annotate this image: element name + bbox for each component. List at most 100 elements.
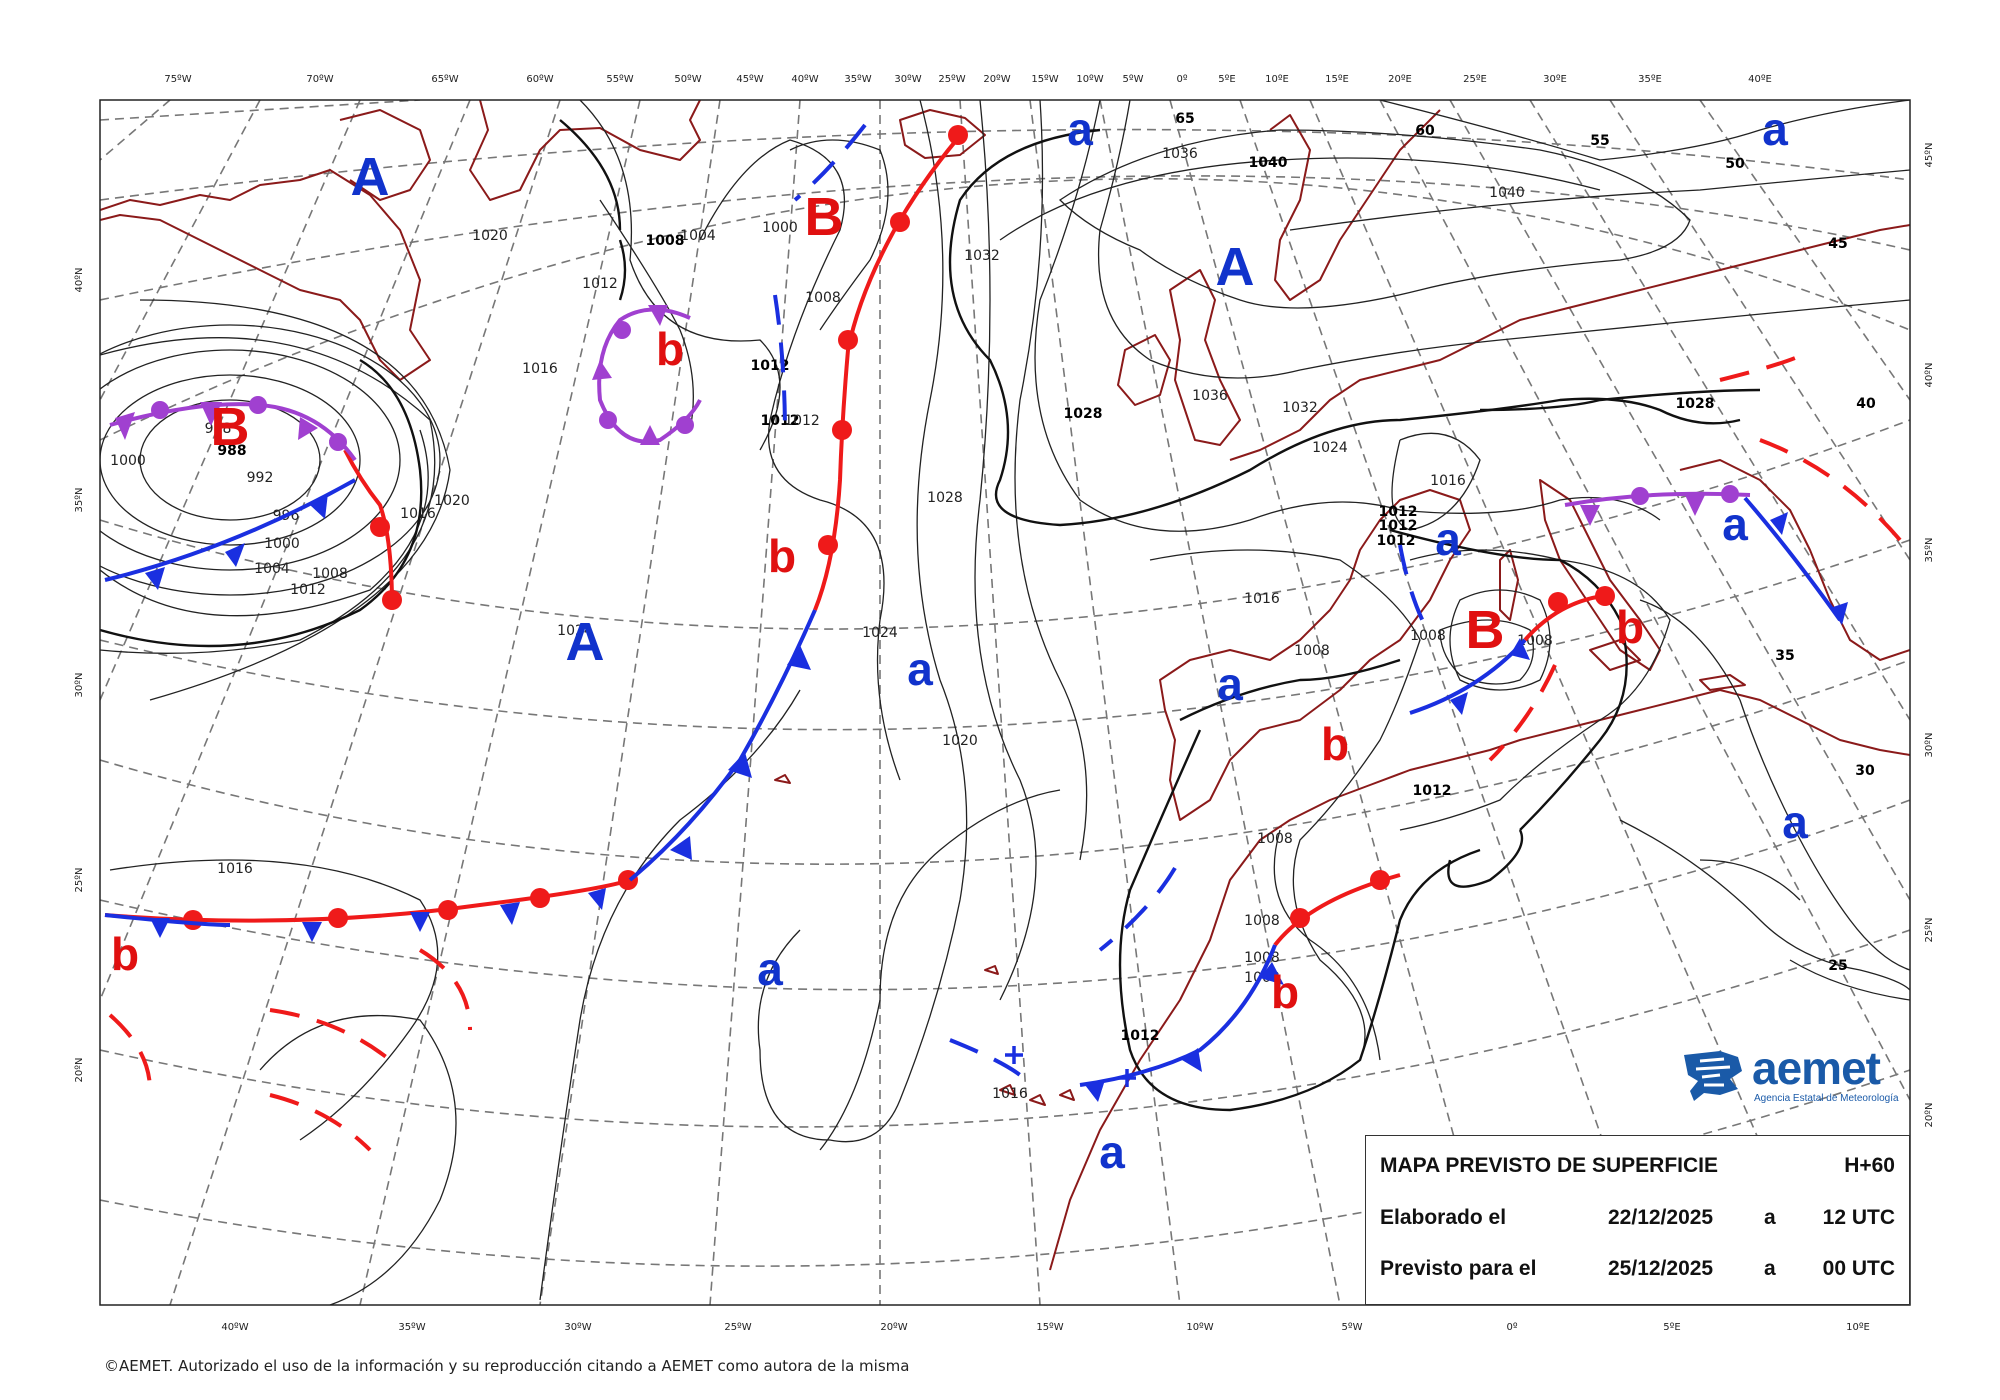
edge-value: 30 xyxy=(1855,763,1875,779)
high-center-label: a xyxy=(1762,103,1788,155)
valid-time: 00 UTC xyxy=(1822,1257,1895,1280)
isobars xyxy=(100,100,1910,1305)
isobar-label: 1008 xyxy=(1294,643,1330,659)
top-lon-label: 0º xyxy=(1176,74,1187,85)
bottom-lon-label: 10ºE xyxy=(1846,1322,1870,1333)
isobar-label: 1032 xyxy=(1282,400,1318,416)
made-label: Elaborado el xyxy=(1380,1206,1507,1229)
top-lon-label: 40ºE xyxy=(1748,74,1772,85)
crete-coast xyxy=(1699,674,1746,691)
isobar-label: 1008 xyxy=(1244,913,1280,929)
isobar-label: 1024 xyxy=(862,625,898,641)
info-title: MAPA PREVISTO DE SUPERFICIE xyxy=(1380,1154,1718,1177)
trough-atlantic-1 xyxy=(108,1013,152,1091)
logo-name: aemet xyxy=(1752,1042,1881,1094)
bottom-lon-label: 5ºW xyxy=(1342,1322,1363,1333)
top-lon-label: 15ºW xyxy=(1031,74,1058,85)
bottom-lon-label: 5ºE xyxy=(1663,1322,1680,1333)
copyright-notice: ©AEMET. Autorizado el uso de la informac… xyxy=(104,1357,910,1375)
made-sep: a xyxy=(1764,1206,1776,1229)
iberia-coast xyxy=(1159,489,1471,821)
edge-value: 65 xyxy=(1175,111,1194,127)
high-center-label: a xyxy=(757,943,783,995)
cold-front-atlantic-west xyxy=(104,913,231,927)
sicily-coast xyxy=(1589,639,1641,671)
logo-agency: Agencia Estatal de Meteorología xyxy=(1754,1093,1899,1104)
isobar-label: 1040 xyxy=(1249,155,1288,171)
greenland-coast xyxy=(469,100,701,201)
isobar-label: 1020 xyxy=(472,228,508,244)
low-center-label: b xyxy=(111,928,139,980)
isobar-label: 1036 xyxy=(1192,388,1228,404)
isobar-label: 1012 xyxy=(751,358,790,374)
trough-atlantic-2 xyxy=(269,1008,392,1062)
top-longitude-labels: 75ºW 70ºW 65ºW 60ºW 55ºW 50ºW 45ºW 40ºW 35ºW 30ºW… xyxy=(164,74,1772,85)
top-lon-label: 55ºW xyxy=(606,74,633,85)
low-center-label: b xyxy=(1271,966,1299,1018)
trough-atlantic-3 xyxy=(269,1093,372,1152)
ireland-coast xyxy=(1117,334,1171,406)
top-lon-label: 25ºW xyxy=(938,74,965,85)
warm-front-mid-atlantic-north xyxy=(813,128,967,611)
isobar-label: 1012 xyxy=(1121,1028,1160,1044)
trough-balkans xyxy=(1719,348,1812,382)
isobar-label: 1012 xyxy=(1377,533,1416,549)
cold-front-atlantic xyxy=(628,609,817,882)
warm-front-newfoundland xyxy=(343,449,394,606)
edge-values: 65 60 55 50 45 40 35 30 25 xyxy=(1175,111,1876,974)
left-lat-label: 25ºN xyxy=(74,868,85,893)
top-lon-label: 50ºW xyxy=(674,74,701,85)
isobar-label: 1012 xyxy=(1413,783,1452,799)
right-lat-label: 35ºN xyxy=(1924,538,1935,563)
isobar-label: 1012 xyxy=(290,582,326,598)
edge-value: 40 xyxy=(1856,396,1876,412)
bottom-lon-label: 10ºW xyxy=(1186,1322,1213,1333)
isobar-label: 1028 xyxy=(1676,396,1715,412)
warm-front-mid-atlantic-south xyxy=(104,878,631,923)
isobar-label: 1016 xyxy=(522,361,558,377)
trough-aegean xyxy=(1759,438,1902,542)
top-lon-label: 20ºW xyxy=(983,74,1010,85)
isobar-label: 1012 xyxy=(761,413,800,429)
right-lat-label: 45ºN xyxy=(1924,143,1935,168)
isobar-label: 1000 xyxy=(110,453,146,469)
left-lat-label: 35ºN xyxy=(74,488,85,513)
high-center-label: a xyxy=(1722,498,1748,550)
top-lon-label: 30ºW xyxy=(894,74,921,85)
isobar-label: 1008 xyxy=(1257,831,1293,847)
isobar-label: 1028 xyxy=(1064,406,1103,422)
isobar-label: 1016 xyxy=(400,506,436,522)
isobar-label: 1000 xyxy=(264,536,300,552)
top-lon-label: 15ºE xyxy=(1325,74,1349,85)
high-center-label: a xyxy=(1435,513,1461,565)
british-isles-coast xyxy=(1169,269,1241,446)
bottom-longitude-labels: 40ºW 35ºW 30ºW 25ºW 20ºW 15ºW 10ºW 5ºW 0º 5ºE 10ºE xyxy=(221,1322,1870,1333)
baffin-coast xyxy=(339,109,431,201)
top-lon-label: 25ºE xyxy=(1463,74,1487,85)
isobar-label: 1008 xyxy=(1410,628,1446,644)
azores-island xyxy=(774,774,791,784)
right-lat-label: 20ºN xyxy=(1924,1103,1935,1128)
low-center-label: b xyxy=(1616,601,1644,653)
europe-coast xyxy=(1229,224,1910,461)
info-step: H+60 xyxy=(1844,1154,1895,1177)
isobar-label: 1012 xyxy=(1379,518,1418,534)
balkans-coast xyxy=(1679,459,1910,661)
isobar-label: 1016 xyxy=(992,1086,1028,1102)
fronts xyxy=(104,123,1902,1152)
low-center-label: b xyxy=(1321,718,1349,770)
isobar-label: 1020 xyxy=(434,493,470,509)
valid-date: 25/12/2025 xyxy=(1608,1257,1714,1280)
bottom-lon-label: 30ºW xyxy=(564,1322,591,1333)
left-lat-label: 30ºN xyxy=(74,673,85,698)
trough-balearic xyxy=(1398,544,1432,636)
aemet-emblem-icon xyxy=(1684,1051,1742,1101)
trough-atlantic-4 xyxy=(418,948,472,1031)
edge-value: 55 xyxy=(1590,133,1609,149)
isobar-label: 1012 xyxy=(582,276,618,292)
north-africa-coast xyxy=(1049,689,1910,1271)
top-lon-label: 30ºE xyxy=(1543,74,1567,85)
high-center-label: a xyxy=(1099,1126,1125,1178)
aemet-logo: aemet Agencia Estatal de Meteorología xyxy=(1680,1042,1910,1105)
